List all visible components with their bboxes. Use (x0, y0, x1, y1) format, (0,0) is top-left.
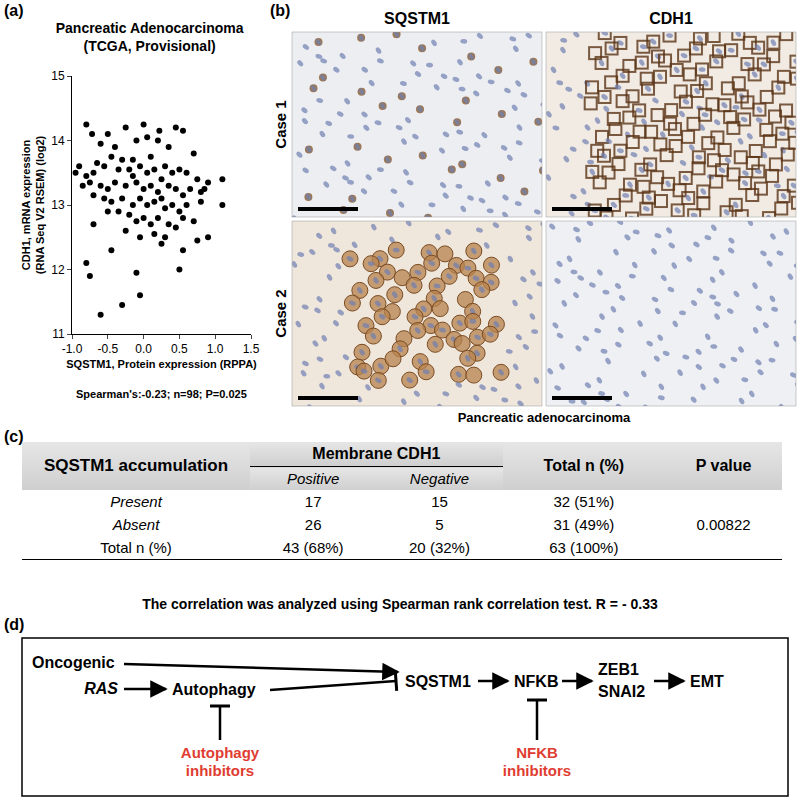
svg-text:1.0: 1.0 (207, 342, 224, 356)
svg-text:(b): (b) (270, 2, 290, 19)
html-text:17: 17 (304, 493, 322, 510)
svg-text:ZEB1: ZEB1 (598, 661, 639, 678)
svg-text:SQSTM1: SQSTM1 (405, 673, 471, 690)
svg-text:CDH1, mRNA expression(RNA Seq: CDH1, mRNA expression(RNA Seq V2 RSEM) (… (20, 136, 46, 275)
svg-text:Oncogenic: Oncogenic (32, 654, 115, 671)
svg-text:Pancreatic adenocarcinoma: Pancreatic adenocarcinoma (458, 410, 631, 425)
svg-text:(a): (a) (4, 2, 24, 19)
svg-text:(c): (c) (4, 428, 24, 445)
svg-text:-0.5: -0.5 (97, 342, 118, 356)
html-text:32 (51%): 32 (51%) (553, 493, 615, 510)
svg-text:NFKB: NFKB (514, 673, 558, 690)
html-text:Positive: Positive (286, 470, 340, 487)
svg-text:CDH1: CDH1 (649, 10, 693, 27)
svg-text:Pancreatic Adenocarcinoma(TCGA: Pancreatic Adenocarcinoma(TCGA, Provisio… (56, 20, 244, 54)
svg-text:(d): (d) (4, 616, 24, 633)
svg-text:SNAI2: SNAI2 (598, 683, 645, 700)
svg-text:Spearman's:-0.23; n=98; P=0.02: Spearman's:-0.23; n=98; P=0.025 (76, 388, 247, 400)
html-text:Present: Present (110, 493, 162, 510)
svg-text:13: 13 (51, 198, 65, 212)
svg-text:0.0: 0.0 (135, 342, 152, 356)
html-text:0.00822: 0.00822 (696, 516, 751, 533)
html-text:43 (68%): 43 (68%) (282, 539, 344, 556)
html-text:26: 26 (304, 516, 322, 533)
html-text:Total n (%): Total n (%) (100, 539, 172, 556)
svg-text:14: 14 (51, 134, 65, 148)
svg-text:EMT: EMT (690, 673, 724, 690)
svg-text:SQSTM1, Protein expression (RP: SQSTM1, Protein expression (RPPA) (66, 358, 257, 370)
svg-text:12: 12 (51, 263, 65, 277)
html-text:Total n (%): Total n (%) (543, 457, 625, 474)
html-text:63 (100%): 63 (100%) (549, 539, 619, 556)
svg-text:inhibitors: inhibitors (186, 762, 254, 779)
svg-text:inhibitors: inhibitors (503, 762, 571, 779)
html-text:31 (49%): 31 (49%) (553, 516, 615, 533)
html-text:5: 5 (435, 516, 444, 533)
svg-text:RAS: RAS (84, 680, 118, 697)
html-text:SQSTM1 accumulation: SQSTM1 accumulation (43, 456, 229, 475)
svg-text:1.5: 1.5 (243, 342, 260, 356)
svg-text:Case 2: Case 2 (272, 289, 289, 337)
html-text:Membrane CDH1: Membrane CDH1 (312, 445, 441, 462)
svg-text:Autophagy: Autophagy (172, 681, 256, 698)
svg-text:11: 11 (52, 327, 65, 341)
html-text:15: 15 (431, 493, 448, 510)
svg-text:15: 15 (51, 69, 65, 83)
svg-text:SQSTM1: SQSTM1 (384, 10, 450, 27)
html-text:P value: P value (695, 457, 752, 474)
html-text:Absent: Absent (112, 516, 160, 533)
svg-text:NFKB: NFKB (516, 744, 558, 761)
html-text:The correlation was analyzed u: The correlation was analyzed using Spear… (142, 596, 658, 612)
svg-text:-1.0: -1.0 (62, 342, 83, 356)
html-text:Negative: Negative (409, 470, 470, 487)
svg-text:0.5: 0.5 (171, 342, 188, 356)
html-text:20 (32%): 20 (32%) (409, 539, 470, 556)
svg-text:Case 1: Case 1 (272, 100, 289, 148)
svg-text:Autophagy: Autophagy (181, 744, 260, 761)
